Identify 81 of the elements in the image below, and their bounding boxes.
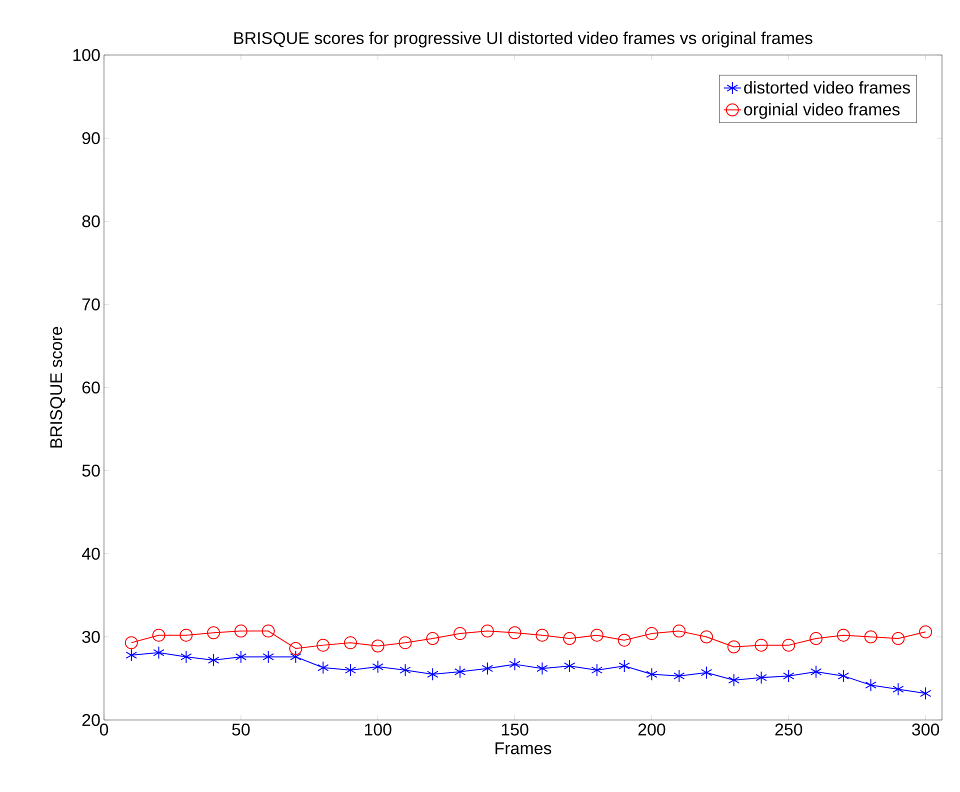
point — [180, 650, 192, 664]
point — [344, 636, 357, 650]
point — [810, 632, 823, 646]
point — [426, 632, 440, 646]
point — [234, 624, 248, 638]
point — [673, 669, 685, 682]
x-tick-label: 100 — [364, 724, 392, 736]
point — [208, 654, 220, 667]
y-tick-label: 60 — [82, 381, 100, 394]
point — [728, 674, 740, 687]
point — [700, 630, 713, 644]
point — [782, 669, 794, 682]
point — [454, 665, 466, 678]
point — [590, 628, 604, 642]
point — [618, 659, 630, 672]
point — [454, 627, 467, 640]
point — [919, 625, 932, 638]
y-tick-label: 100 — [73, 48, 100, 62]
y-tick-label: 90 — [82, 132, 100, 144]
point — [262, 624, 275, 638]
point — [317, 661, 329, 674]
point — [153, 646, 164, 660]
x-tick-label: 250 — [775, 724, 802, 736]
point — [864, 630, 878, 644]
x-tick-label: 200 — [638, 724, 666, 736]
point — [262, 650, 274, 664]
point — [756, 671, 767, 684]
point — [754, 638, 768, 652]
x-tick-label: 50 — [232, 724, 250, 736]
legend-label: orginial video frames — [744, 102, 900, 119]
x-tick-label: 0 — [100, 724, 108, 736]
y-tick-label: 50 — [82, 464, 100, 477]
point — [180, 628, 193, 642]
point — [646, 668, 658, 681]
chart-title: BRISQUE scores for progressive UI distorted video frames vs original frames — [234, 32, 812, 48]
point — [618, 634, 631, 647]
point — [289, 642, 302, 656]
point — [836, 628, 850, 642]
y-tick-label: 80 — [82, 215, 100, 228]
point — [372, 660, 384, 674]
point — [865, 678, 877, 692]
x-axis-title: Frames — [496, 742, 552, 754]
point — [152, 628, 166, 642]
point — [508, 626, 522, 640]
point — [591, 664, 603, 677]
point — [672, 624, 686, 638]
point — [892, 682, 904, 696]
point — [563, 632, 576, 646]
point — [892, 632, 905, 646]
point — [920, 686, 932, 700]
point — [371, 640, 384, 653]
y-axis-title: BRISQUE score — [50, 326, 66, 448]
point — [207, 626, 220, 640]
point — [782, 638, 796, 652]
y-tick-label: 30 — [82, 630, 100, 643]
point — [645, 627, 658, 640]
y-tick-label: 70 — [82, 298, 100, 310]
point — [124, 636, 138, 650]
point — [235, 650, 247, 664]
point — [509, 658, 520, 671]
point — [536, 662, 548, 675]
y-tick-label: 20 — [82, 714, 100, 726]
point — [316, 638, 330, 652]
point — [838, 669, 850, 682]
point — [727, 640, 740, 654]
point — [398, 636, 412, 650]
point — [564, 659, 576, 672]
point — [344, 664, 356, 677]
point — [810, 665, 822, 678]
point — [400, 664, 411, 677]
y-tick-label: 40 — [82, 548, 100, 560]
point — [426, 668, 438, 681]
point — [290, 650, 302, 664]
x-tick-label: 300 — [912, 724, 940, 736]
x-tick-label: 150 — [502, 724, 528, 736]
point — [126, 648, 138, 662]
point — [482, 662, 494, 675]
legend-label: distorted video frames — [744, 81, 910, 94]
point — [480, 624, 494, 638]
point — [700, 666, 712, 680]
point — [536, 628, 549, 642]
